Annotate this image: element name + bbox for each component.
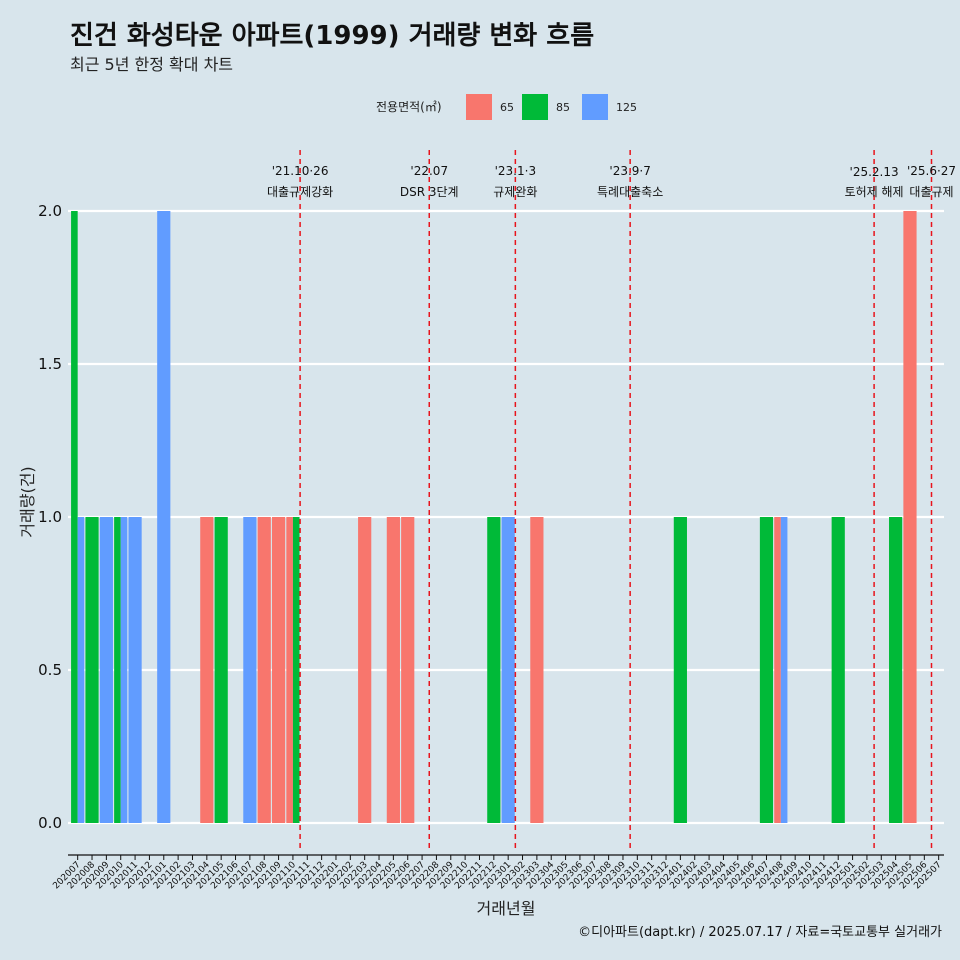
bars	[71, 211, 917, 823]
y-tick-label: 1.0	[38, 508, 62, 526]
bar-85-202110	[292, 517, 300, 823]
caption: ©디아파트(dapt.kr) / 2025.07.17 / 자료=국토교통부 실…	[578, 925, 942, 940]
event-date: '25.6·27	[907, 164, 956, 178]
y-tick-label: 0.5	[38, 661, 62, 679]
bar-85-202504	[889, 517, 903, 823]
bar-85-202105	[214, 517, 228, 823]
event-date: '22.07	[410, 164, 448, 178]
bar-65-202109	[271, 517, 286, 823]
chart-title: 진건 화성타운 아파트(1999) 거래량 변화 흐름	[70, 21, 594, 51]
bar-65-202408	[774, 517, 781, 823]
bar-125-202009	[99, 517, 113, 823]
bar-125-202007	[77, 517, 85, 823]
event-label: 대출규제강화	[267, 185, 333, 199]
bar-85-202401	[673, 517, 687, 823]
x-axis: 2020072020082020092020102020112020122021…	[51, 854, 944, 891]
bar-65-202206	[401, 517, 415, 823]
bar-85-202412	[831, 517, 845, 823]
legend: 전용면적(㎡) 65 85 125	[376, 94, 637, 120]
bar-85-202212	[487, 517, 501, 823]
event-label: 특례대출축소	[597, 185, 663, 199]
bar-85-202007	[71, 211, 78, 823]
event-date: '23.1·3	[495, 164, 536, 178]
x-axis-title: 거래년월	[477, 899, 536, 918]
chart-subtitle: 최근 5년 한정 확대 차트	[70, 55, 233, 74]
event-lines: '21.10·26 대출규제강화 '22.07 DSR 3단계 '23.1·3 규제완화 '…	[267, 150, 956, 852]
bar-125-202011	[128, 517, 142, 823]
bar-85-202407	[759, 517, 774, 823]
bar-85-202008	[85, 517, 99, 823]
bar-125-202010	[120, 517, 128, 823]
event-label: 대출규제	[909, 185, 953, 199]
bar-125-202408	[780, 517, 788, 823]
y-axis-title: 거래량(건)	[18, 466, 37, 537]
y-tick-label: 2.0	[38, 202, 62, 220]
bar-125-202301	[501, 517, 515, 823]
bar-65-202108	[257, 517, 271, 823]
bar-85-202010	[114, 517, 121, 823]
event-label: 토허제 해제	[845, 185, 904, 199]
legend-key-85	[522, 94, 548, 120]
legend-label-65: 65	[500, 101, 514, 114]
bar-65-202110	[286, 517, 293, 823]
bar-125-202101	[157, 211, 171, 823]
bar-65-202104	[200, 517, 214, 823]
event-label: 규제완화	[493, 185, 537, 199]
y-axis: 0.0 0.5 1.0 1.5 2.0	[38, 202, 62, 832]
bar-125-202107	[243, 517, 257, 823]
event-date: '23.9·7	[609, 164, 650, 178]
bar-65-202203	[358, 517, 372, 823]
legend-label-85: 85	[556, 101, 570, 114]
legend-title: 전용면적(㎡)	[376, 100, 442, 114]
y-tick-label: 0.0	[38, 814, 62, 832]
legend-key-65	[466, 94, 492, 120]
legend-label-125: 125	[616, 101, 637, 114]
event-date: '25.2.13	[850, 165, 899, 179]
event-label: DSR 3단계	[400, 185, 459, 199]
y-tick-label: 1.5	[38, 355, 62, 373]
event-date: '21.10·26	[272, 164, 329, 178]
bar-65-202205	[386, 517, 400, 823]
bar-65-202303	[530, 517, 544, 823]
bar-65-202505	[903, 211, 917, 823]
legend-key-125	[582, 94, 608, 120]
